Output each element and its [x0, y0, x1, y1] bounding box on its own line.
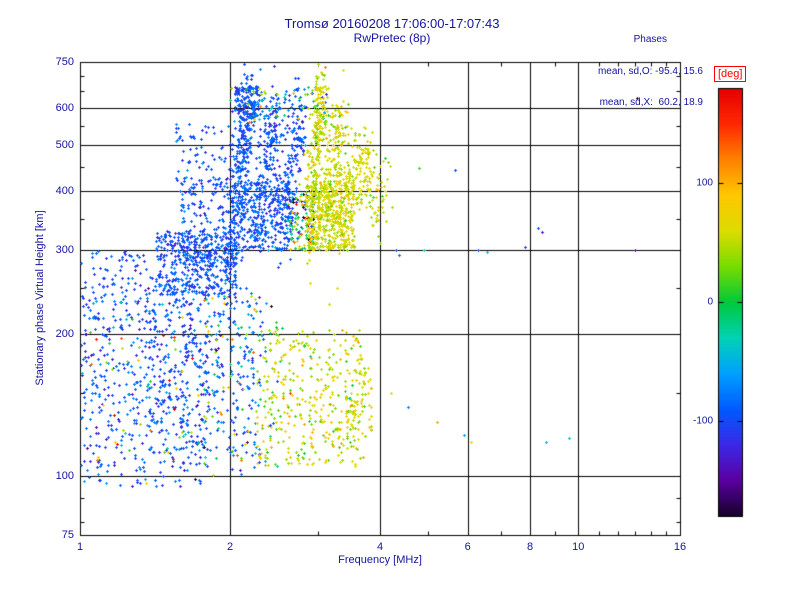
phase-stats-block: Phases mean, sd,O: -95.4, 15.6 mean, sd,…	[553, 14, 703, 130]
y-tick-label: 100	[55, 469, 74, 482]
y-tick-label: 200	[55, 327, 74, 340]
colorbar-tick-label: -100	[692, 415, 713, 427]
y-tick-label: 750	[55, 56, 74, 68]
x-tick-label: 8	[526, 541, 534, 553]
colorbar-tick-label: 0	[707, 296, 713, 308]
x-tick-label: 1	[76, 541, 84, 553]
y-tick-label: 400	[55, 185, 74, 198]
colorbar-unit-label: [deg]	[714, 66, 747, 82]
x-axis-label: Frequency [MHz]	[338, 554, 422, 566]
y-tick-label: 75	[61, 529, 74, 541]
y-tick-label: 300	[55, 244, 74, 257]
colorbar-tick-label: 100	[696, 177, 713, 189]
phase-stats-heading: Phases	[633, 34, 667, 45]
x-tick-label: 2	[226, 541, 234, 553]
y-tick-label: 500	[55, 139, 74, 152]
plot-title: Tromsø 20160208 17:06:00-17:07:43	[284, 16, 500, 31]
plot-subtitle: RwPretec (8p)	[353, 31, 431, 45]
phase-stats-x-line: mean, sd,X: 60.2, 18.9	[599, 97, 703, 108]
x-tick-label: 4	[376, 541, 384, 553]
x-tick-label: 6	[464, 541, 471, 553]
phase-stats-o-line: mean, sd,O: -95.4, 15.6	[597, 65, 703, 77]
x-tick-label: 16	[673, 541, 687, 553]
y-axis-label: Stationary phase Virtual Height [km]	[34, 210, 46, 386]
x-tick-label: 10	[572, 541, 585, 553]
y-tick-label: 600	[55, 101, 74, 114]
